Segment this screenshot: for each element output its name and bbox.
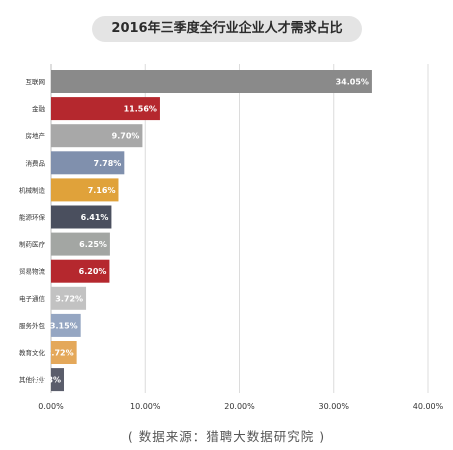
- bar: [51, 286, 87, 310]
- x-tick-label: 20.00%: [224, 402, 255, 411]
- x-tick-label: 30.00%: [318, 402, 349, 411]
- category-label: 其他行业: [19, 375, 46, 384]
- bar: [51, 341, 77, 364]
- x-tick-label: 10.00%: [130, 402, 161, 411]
- x-tick-label: 40.00%: [413, 402, 444, 411]
- category-label: 消费品: [26, 158, 46, 167]
- bar: [51, 205, 112, 229]
- bar: [51, 97, 160, 121]
- bar-value-label: 6.25%: [79, 240, 107, 249]
- category-label: 机械制造: [19, 185, 46, 194]
- category-label: 服务外包: [19, 321, 46, 330]
- bar: [51, 259, 110, 283]
- data-source-note: ( 数据来源：猎聘大数据研究院 ): [127, 429, 326, 444]
- bar-value-label: 6.41%: [81, 213, 109, 222]
- bar: [51, 70, 372, 93]
- bar-value-label: 2.72%: [46, 349, 74, 358]
- bar: [51, 368, 65, 392]
- bar-value-label: 11.56%: [124, 105, 157, 114]
- bar-value-label: 7.78%: [94, 159, 122, 168]
- bar: [51, 124, 143, 148]
- bar: [51, 313, 81, 337]
- bar: [51, 151, 125, 175]
- bar: [51, 232, 110, 256]
- bar-value-label: 6.20%: [79, 267, 107, 276]
- chart-title: 2016年三季度全行业企业人才需求占比: [92, 16, 362, 42]
- category-label: 金融: [32, 104, 46, 113]
- category-label: 房地产: [26, 131, 46, 140]
- category-label: 教育文化: [19, 348, 46, 357]
- category-label: 互联网: [26, 77, 46, 86]
- category-label: 电子通信: [19, 294, 46, 303]
- category-label: 贸易物流: [19, 267, 46, 276]
- bar-value-label: 3.15%: [50, 321, 78, 330]
- bar-value-label: 3.72%: [55, 294, 83, 303]
- category-label: 制药医疗: [19, 240, 46, 249]
- bar-value-label: 9.70%: [112, 132, 140, 141]
- bar-value-label: 34.05%: [336, 78, 369, 87]
- x-tick-label: 0.00%: [38, 402, 64, 411]
- bar: [51, 178, 119, 202]
- bar-value-label: 1.38%: [33, 376, 61, 385]
- category-label: 能源环保: [19, 213, 46, 222]
- bar-value-label: 7.16%: [88, 186, 116, 195]
